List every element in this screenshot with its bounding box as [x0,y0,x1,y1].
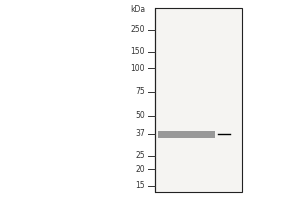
Text: 75: 75 [135,88,145,97]
Bar [158,131,215,138]
Text: 250: 250 [130,25,145,34]
Bar [155,8,242,192]
Text: 25: 25 [135,152,145,160]
Text: 150: 150 [130,47,145,56]
Text: 20: 20 [135,164,145,173]
Text: 100: 100 [130,64,145,73]
Text: kDa: kDa [130,5,145,15]
Text: 37: 37 [135,130,145,139]
Text: 15: 15 [135,182,145,190]
Text: 50: 50 [135,111,145,120]
